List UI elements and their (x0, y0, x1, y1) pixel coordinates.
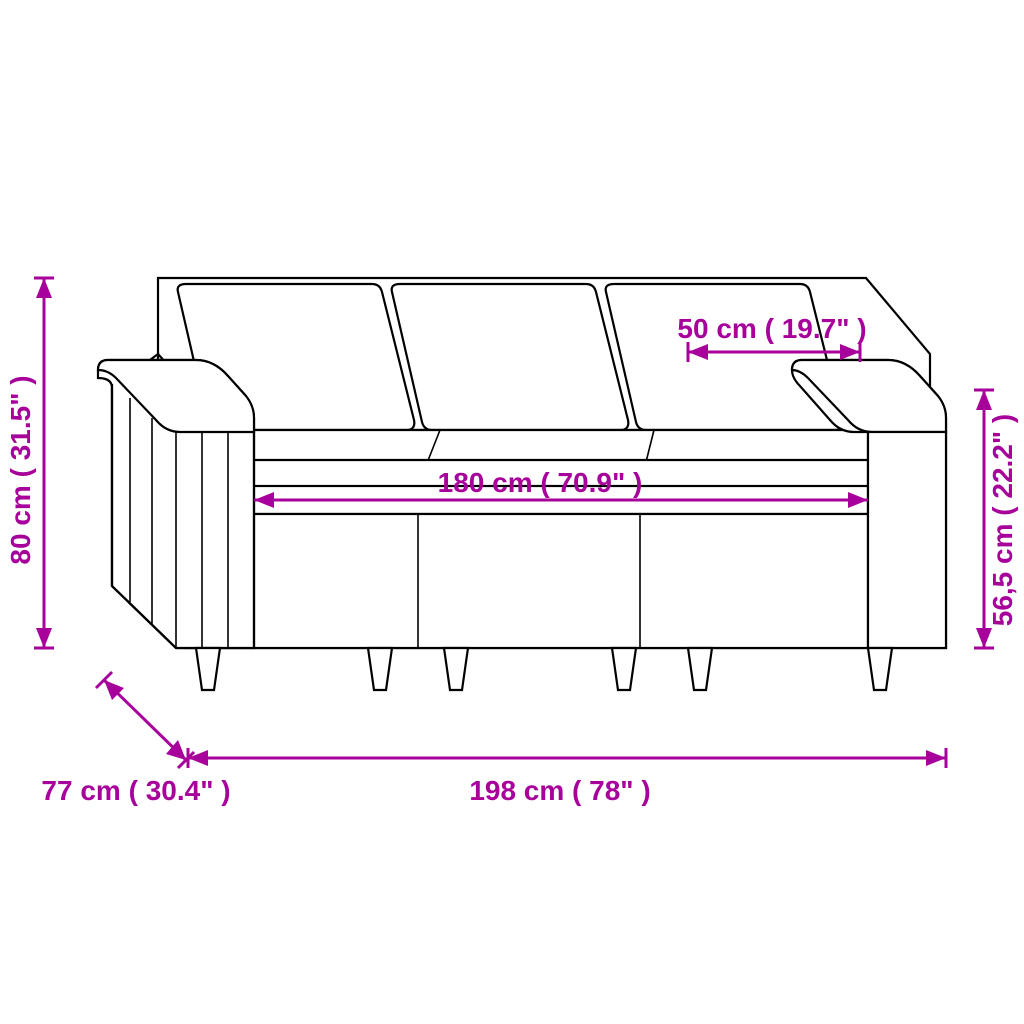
dim-height-overall: 80 cm ( 31.5" ) (5, 278, 54, 648)
dim-depth-label: 77 cm ( 30.4" ) (41, 775, 230, 806)
dim-depth: 77 cm ( 30.4" ) (41, 672, 230, 806)
dim-width-overall: 198 cm ( 78" ) (188, 748, 946, 806)
dim-arm-height: 56,5 cm ( 22.2" ) (974, 390, 1018, 648)
back-cushions (178, 284, 843, 430)
sofa-dimension-diagram: 80 cm ( 31.5" ) 50 cm ( 19.7" ) 56,5 cm … (0, 0, 1024, 1024)
feet (196, 648, 892, 690)
dim-arm-height-label: 56,5 cm ( 22.2" ) (987, 414, 1018, 627)
dim-width-overall-label: 198 cm ( 78" ) (469, 775, 650, 806)
dim-seat-depth-label: 50 cm ( 19.7" ) (677, 313, 866, 344)
dim-height-overall-label: 80 cm ( 31.5" ) (5, 375, 36, 564)
dim-inner-width-label: 180 cm ( 70.9" ) (438, 467, 643, 498)
